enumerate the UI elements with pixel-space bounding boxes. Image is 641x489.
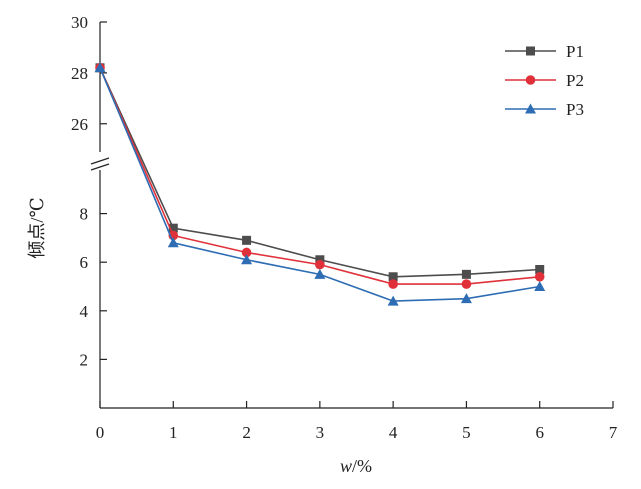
data-point-p2 xyxy=(534,271,545,282)
data-point-p3 xyxy=(460,293,472,304)
x-tick-label: 0 xyxy=(96,423,105,442)
data-point-p1 xyxy=(535,264,545,274)
data-point-p2 xyxy=(315,259,325,270)
y-tick-label: 26 xyxy=(71,115,88,134)
data-point-p1 xyxy=(242,235,252,245)
y-tick-label: 4 xyxy=(80,302,89,321)
legend-marker-p1 xyxy=(526,46,535,56)
axis-break-mark xyxy=(90,163,110,171)
x-tick-label: 7 xyxy=(609,423,618,442)
data-point-p1 xyxy=(388,272,398,282)
x-axis-title: w/% xyxy=(340,456,372,476)
y-tick-label: 28 xyxy=(71,64,88,83)
data-point-p3 xyxy=(387,295,399,306)
data-point-p2 xyxy=(241,247,252,258)
data-point-p3 xyxy=(314,268,326,279)
data-point-p3 xyxy=(534,281,546,291)
y-tick-label: 6 xyxy=(80,253,89,272)
data-point-p1 xyxy=(461,269,471,279)
series-line-p1 xyxy=(99,67,540,278)
x-tick-label: 5 xyxy=(462,423,471,442)
data-point-p2 xyxy=(461,279,472,289)
y-tick-label: 2 xyxy=(80,350,89,369)
data-point-p3 xyxy=(167,237,179,248)
legend-marker-p3 xyxy=(525,103,536,114)
tick-labels: 0 1 2 3 4 5 6 7 2 4 6 8 26 28 30 xyxy=(71,13,618,442)
y-axis-title: 倾点/℃ xyxy=(27,197,47,258)
data-point-p3 xyxy=(94,62,106,73)
legend-label-p2: P2 xyxy=(566,71,584,90)
legend: P1 P2 P3 xyxy=(505,42,584,119)
axis-break-mark xyxy=(90,157,110,165)
x-tick-label: 1 xyxy=(169,423,178,442)
legend-marker-p2 xyxy=(525,75,536,85)
x-tick-label: 6 xyxy=(535,423,544,442)
x-tick-label: 3 xyxy=(316,423,325,442)
data-point-p3 xyxy=(241,254,253,265)
x-tick-label: 2 xyxy=(242,423,251,442)
data-point-p2 xyxy=(388,279,398,289)
data-point-p1 xyxy=(315,255,325,265)
data-point-p1 xyxy=(168,223,178,233)
legend-label-p1: P1 xyxy=(566,42,584,61)
series-line-p2 xyxy=(99,67,540,285)
y-tick-label: 8 xyxy=(80,205,89,224)
tick-marks xyxy=(99,21,614,408)
legend-label-p3: P3 xyxy=(566,100,584,119)
axes xyxy=(90,22,613,409)
series-group xyxy=(94,62,546,306)
y-tick-label: 30 xyxy=(71,13,88,32)
x-tick-label: 4 xyxy=(389,423,398,442)
